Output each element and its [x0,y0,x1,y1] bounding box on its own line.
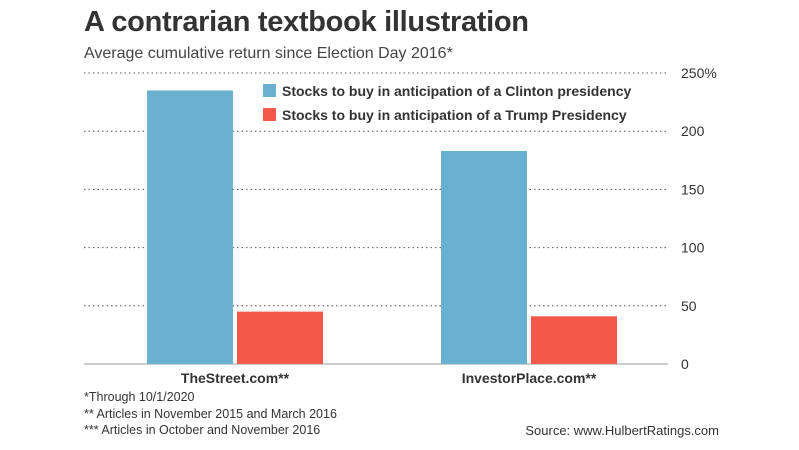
y-tick-label: 0 [681,356,689,372]
y-tick-label: 150 [681,181,705,197]
chart-subtitle: Average cumulative return since Election… [84,45,453,62]
legend-label: Stocks to buy in anticipation of a Trump… [282,107,627,123]
bars [147,90,617,365]
y-tick-label: 100 [681,240,705,256]
x-axis-categories: TheStreet.com** InvestorPlace.com** [181,370,597,386]
x-category-label: TheStreet.com** [181,370,290,386]
y-tick-label: 200 [681,123,705,139]
legend: Stocks to buy in anticipation of a Clint… [263,83,631,123]
y-tick-label: 50 [681,298,697,314]
source-note: Source: www.HulbertRatings.com [525,423,719,438]
bar-clinton [441,150,527,364]
y-axis-ticks: 0 50 100 150 200 250% [681,65,717,372]
footnotes: *Through 10/1/2020 ** Articles in Novemb… [84,389,337,439]
legend-label: Stocks to buy in anticipation of a Clint… [282,83,631,99]
legend-swatch [263,84,276,97]
y-tick-label: 250% [681,65,717,81]
chart-title: A contrarian textbook illustration [84,6,529,38]
bar-trump [531,316,617,364]
legend-swatch [263,108,276,121]
x-category-label: InvestorPlace.com** [462,370,597,386]
footnote: ** Articles in November 2015 and March 2… [84,406,337,421]
bar-trump [237,311,323,364]
footnote: *** Articles in October and November 201… [84,423,321,437]
bar-clinton [147,90,233,365]
footnote: *Through 10/1/2020 [84,390,195,404]
